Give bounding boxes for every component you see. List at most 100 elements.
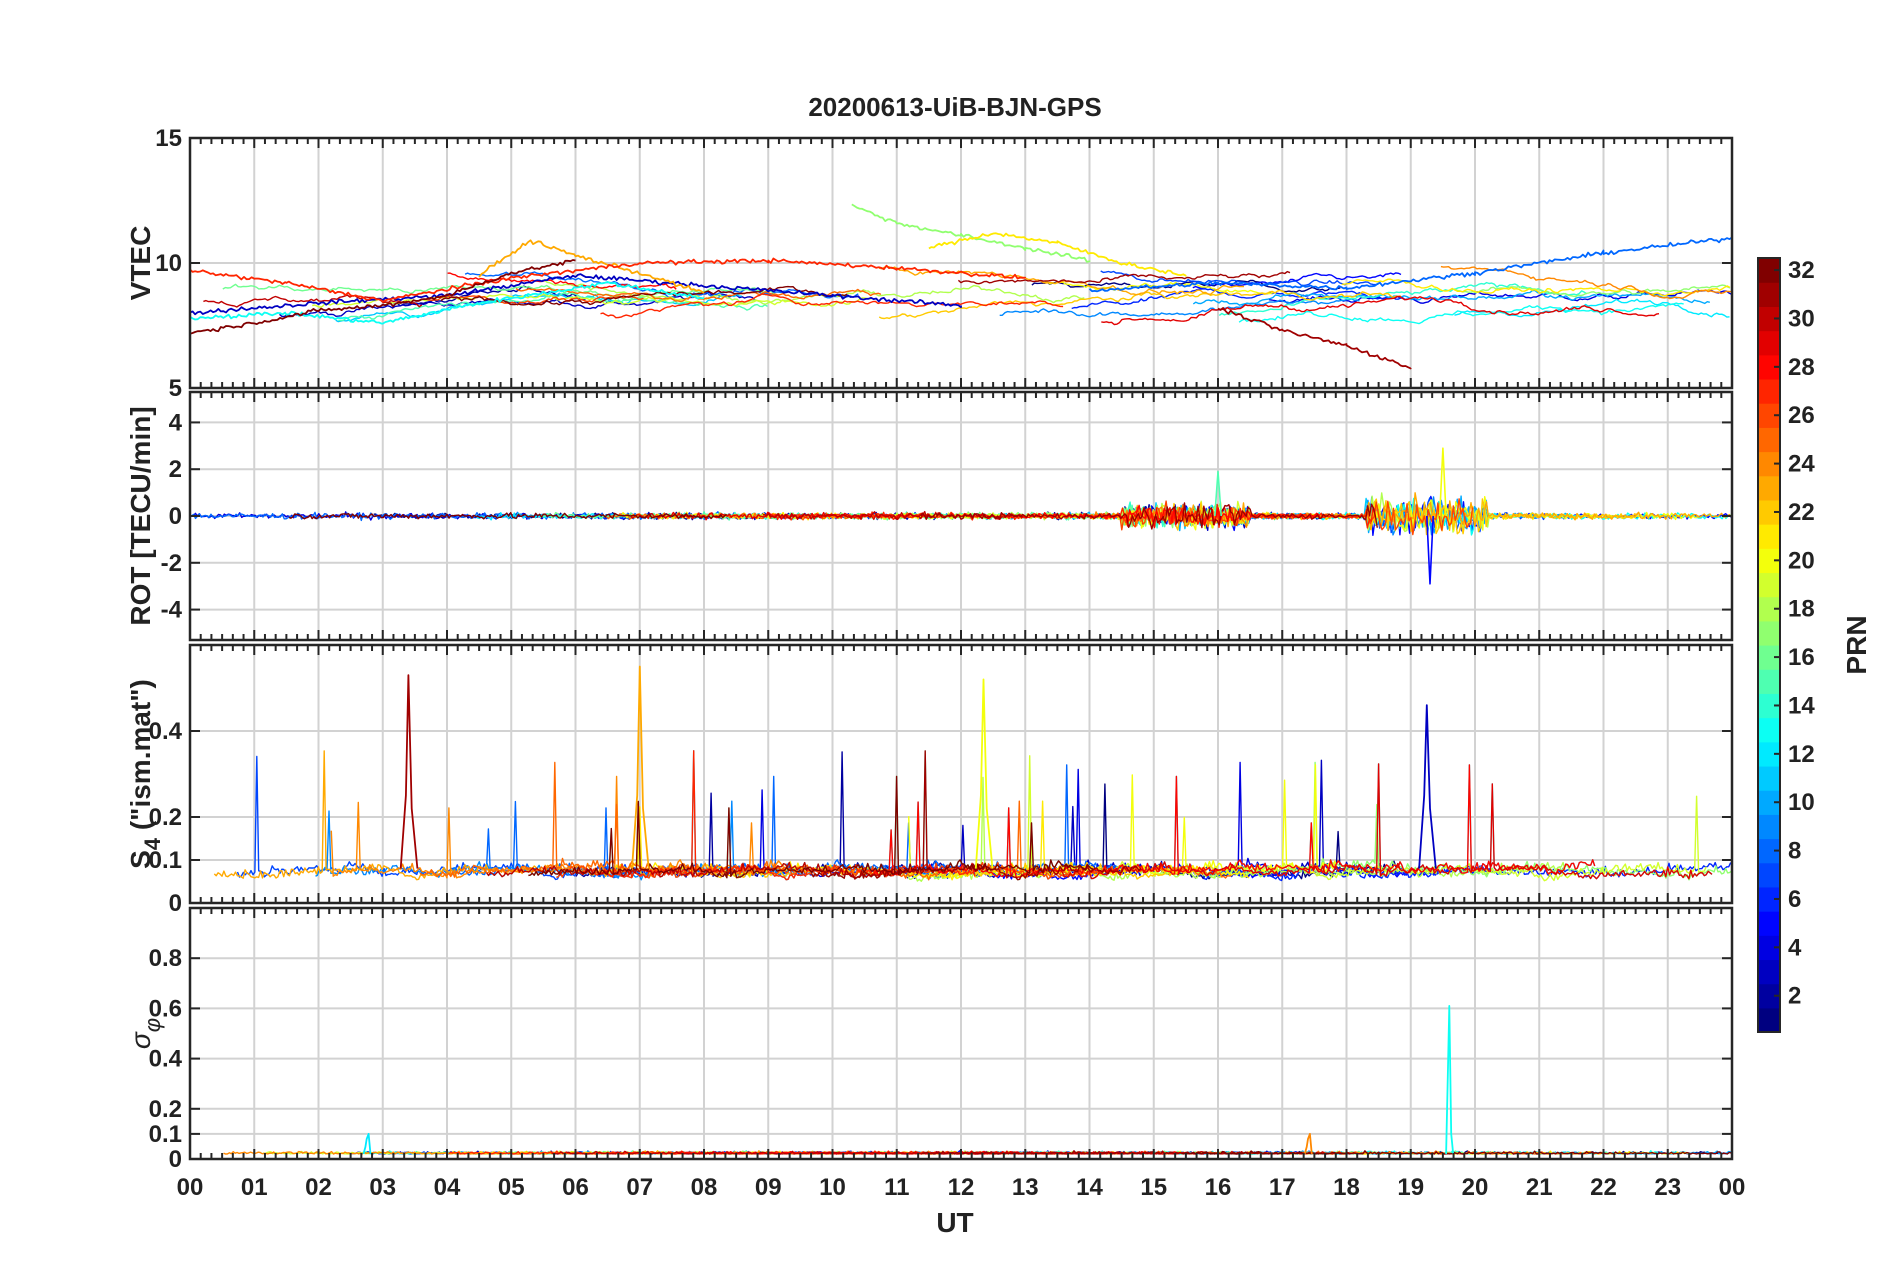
rot-burst-line xyxy=(1438,447,1447,517)
vtec-series-line xyxy=(190,257,1027,303)
x-tick-label: 07 xyxy=(626,1174,653,1201)
x-tick-label: 00 xyxy=(1719,1174,1746,1201)
x-tick-label: 21 xyxy=(1526,1174,1553,1201)
vtec-series-line xyxy=(1217,307,1412,370)
rot-burst-line xyxy=(1214,470,1222,517)
colorbar-segment xyxy=(1758,282,1780,307)
colorbar-tick-label: 18 xyxy=(1788,596,1815,623)
colorbar-segment xyxy=(1758,403,1780,428)
x-tick-label: 04 xyxy=(434,1174,461,1201)
colorbar-tick-label: 20 xyxy=(1788,547,1815,574)
vtec-series-line xyxy=(878,289,1401,320)
s4-peak-line xyxy=(399,674,419,869)
colorbar-segment xyxy=(1758,1007,1780,1033)
colorbar-tick-label: 14 xyxy=(1788,692,1815,719)
colorbar-tick-label: 24 xyxy=(1788,451,1815,478)
chart-title: 20200613-UiB-BJN-GPS xyxy=(808,92,1101,122)
colorbar-segment xyxy=(1758,911,1780,936)
colorbar-segment xyxy=(1758,886,1780,912)
colorbar-segment xyxy=(1758,451,1780,477)
colorbar-segment xyxy=(1758,693,1780,719)
vtec-series-line xyxy=(1071,288,1404,310)
y-tick-label: -2 xyxy=(161,550,182,577)
colorbar-segment xyxy=(1758,499,1780,525)
colorbar-segment xyxy=(1758,427,1780,453)
colorbar-tick-label: 10 xyxy=(1788,789,1815,816)
vtec-series-line xyxy=(1341,278,1731,297)
vtec-series-line xyxy=(1454,284,1731,298)
x-tick-label: 09 xyxy=(755,1174,782,1201)
colorbar-tick-label: 22 xyxy=(1788,499,1815,526)
x-tick-label: 20 xyxy=(1462,1174,1489,1201)
y-axis-label: σφ xyxy=(125,1018,165,1049)
colorbar-tick-label: 26 xyxy=(1788,402,1815,429)
colorbar-segment xyxy=(1758,475,1780,501)
vtec-series-line xyxy=(1238,302,1684,325)
x-tick-label: 22 xyxy=(1590,1174,1617,1201)
sigma-peak-line xyxy=(1303,1133,1313,1155)
y-axis-label-part: σ xyxy=(125,1031,156,1049)
y-axis-label-part: S xyxy=(125,850,156,869)
sigma-peak-line xyxy=(1445,1005,1455,1155)
colorbar-segment xyxy=(1758,935,1780,961)
series-group xyxy=(191,447,1732,585)
x-tick-label: 18 xyxy=(1333,1174,1360,1201)
rot-series-line xyxy=(288,511,727,520)
x-tick-label: 10 xyxy=(819,1174,846,1201)
vtec-series-line xyxy=(392,285,586,307)
colorbar-segment xyxy=(1758,765,1780,791)
vtec-series-line xyxy=(1218,281,1588,316)
y-axis-label: S4 ("ism.mat") xyxy=(125,679,165,869)
colorbar-segment xyxy=(1758,645,1780,670)
panel-sigma-phi: 00.10.2 0.4 0.6 0.8 σφ xyxy=(125,906,1734,1173)
y-tick-label: -4 xyxy=(161,597,183,624)
vtec-series-line xyxy=(312,293,873,308)
vtec-series-line xyxy=(203,294,423,308)
x-tick-label: 17 xyxy=(1269,1174,1296,1201)
colorbar-tick-label: 32 xyxy=(1788,257,1815,284)
panel-s4: 00.10.20.4S4 ("ism.mat") xyxy=(125,643,1734,917)
vtec-series-line xyxy=(1101,295,1660,326)
vtec-series-line xyxy=(478,239,705,294)
y-tick-label: 0.2 xyxy=(149,804,182,831)
colorbar-tick-label: 16 xyxy=(1788,644,1815,671)
x-tick-label: 14 xyxy=(1076,1174,1103,1201)
vtec-series-line xyxy=(1088,236,1732,293)
panel-vtec: 5 10 15 VTEC xyxy=(125,125,1734,402)
x-tick-label: 12 xyxy=(948,1174,975,1201)
vtec-series-line xyxy=(338,291,768,322)
vtec-series-line xyxy=(190,281,705,325)
x-tick-label: 01 xyxy=(241,1174,268,1201)
x-tick-label: 08 xyxy=(691,1174,718,1201)
y-tick-label: 0 xyxy=(169,1146,182,1173)
colorbar-segment xyxy=(1758,378,1780,404)
vtec-series-line xyxy=(190,259,576,335)
vtec-series-line xyxy=(1100,270,1379,287)
colorbar-segment xyxy=(1758,354,1780,380)
vtec-series-line xyxy=(440,285,848,306)
rot-burst-line xyxy=(1426,515,1434,585)
y-tick-label: 5 xyxy=(169,375,182,402)
y-axis-label-part: φ xyxy=(140,1018,165,1032)
y-tick-label: 0.1 xyxy=(149,847,182,874)
vtec-series-line xyxy=(190,273,962,316)
sigma-peak-line xyxy=(362,1133,372,1155)
series-group xyxy=(213,665,1732,882)
colorbar-segment xyxy=(1758,862,1780,888)
vtec-series-line xyxy=(279,291,756,318)
y-axis-label-part: 4 xyxy=(140,837,165,850)
colorbar-segment xyxy=(1758,548,1780,574)
x-tick-label: 15 xyxy=(1140,1174,1167,1201)
y-tick-label: 0.4 xyxy=(149,718,183,745)
y-tick-label: 0.4 xyxy=(149,1046,183,1073)
y-tick-label: 0.2 xyxy=(149,1096,182,1123)
vtec-series-line xyxy=(600,293,1064,319)
y-tick-label: 15 xyxy=(155,125,182,152)
colorbar-frame xyxy=(1757,257,1781,1033)
y-tick-label: 0.6 xyxy=(149,995,182,1022)
colorbar-segment xyxy=(1758,814,1780,840)
colorbar-label: PRN xyxy=(1841,615,1872,674)
y-axis-label: VTEC xyxy=(125,226,156,301)
